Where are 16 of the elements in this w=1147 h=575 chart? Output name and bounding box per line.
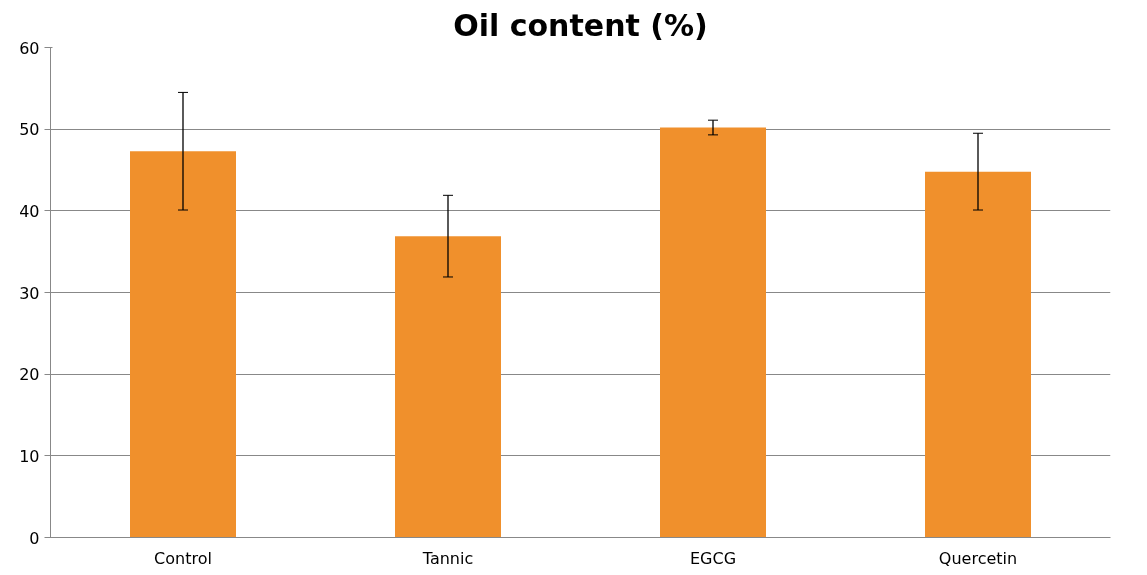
x-tick-label: Control (154, 548, 212, 568)
y-tick-label: 40 (19, 201, 40, 221)
x-tick-label: EGCG (689, 548, 737, 568)
y-tick-label: 10 (19, 446, 40, 466)
bar (925, 171, 1031, 538)
bar (395, 236, 501, 538)
y-tick-label: 50 (19, 120, 40, 140)
y-tick-label: 30 (19, 283, 40, 303)
chart-title: Oil content (%) (453, 7, 708, 43)
y-tick-label: 60 (19, 38, 40, 58)
y-tick-label: 20 (19, 365, 40, 385)
bar (660, 127, 766, 538)
bar (130, 151, 236, 538)
x-tick-label: Quercetin (938, 548, 1018, 568)
y-tick-label: 0 (29, 528, 40, 548)
x-tick-label: Tannic (421, 548, 474, 568)
